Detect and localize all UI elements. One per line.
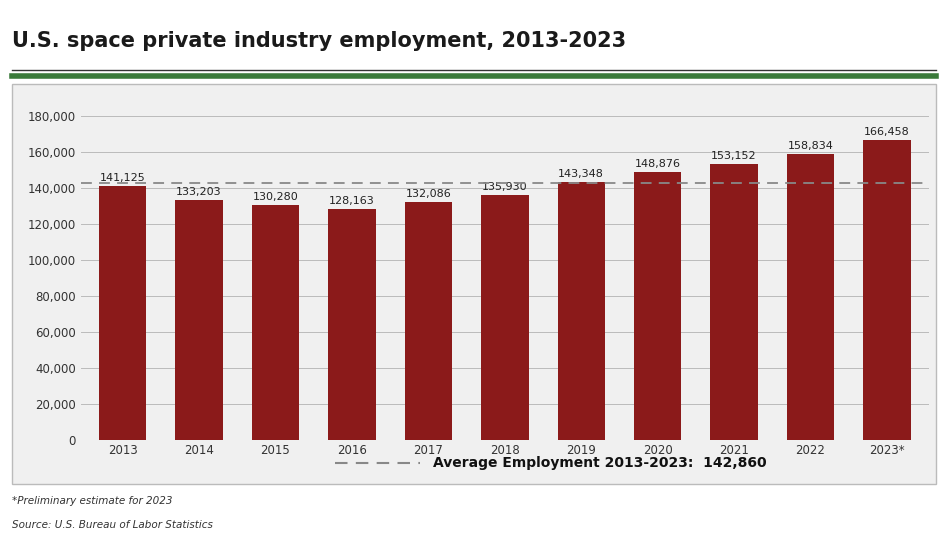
Text: 143,348: 143,348 <box>558 169 604 179</box>
Text: *Preliminary estimate for 2023: *Preliminary estimate for 2023 <box>12 496 173 506</box>
Text: 135,930: 135,930 <box>482 182 528 192</box>
Text: 158,834: 158,834 <box>788 141 833 151</box>
Bar <box>634 172 682 440</box>
Text: Source: U.S. Bureau of Labor Statistics: Source: U.S. Bureau of Labor Statistics <box>12 520 213 530</box>
Bar <box>99 186 146 440</box>
Bar <box>175 200 223 440</box>
Text: 141,125: 141,125 <box>100 172 145 183</box>
Bar <box>557 182 605 440</box>
Bar <box>405 202 452 440</box>
Text: Average Employment 2013-2023:  142,860: Average Employment 2013-2023: 142,860 <box>432 456 766 470</box>
Bar <box>482 195 528 440</box>
Text: 153,152: 153,152 <box>711 151 757 161</box>
Bar <box>252 206 300 440</box>
Bar <box>328 209 375 440</box>
Text: 148,876: 148,876 <box>634 158 681 169</box>
Text: 130,280: 130,280 <box>252 192 299 202</box>
Bar <box>864 141 911 440</box>
Bar <box>710 164 757 440</box>
Text: 132,086: 132,086 <box>406 189 451 199</box>
Text: 128,163: 128,163 <box>329 196 374 206</box>
Text: U.S. space private industry employment, 2013-2023: U.S. space private industry employment, … <box>12 31 627 51</box>
Text: 133,203: 133,203 <box>176 187 222 197</box>
Text: 166,458: 166,458 <box>865 127 910 137</box>
Bar <box>787 154 834 440</box>
